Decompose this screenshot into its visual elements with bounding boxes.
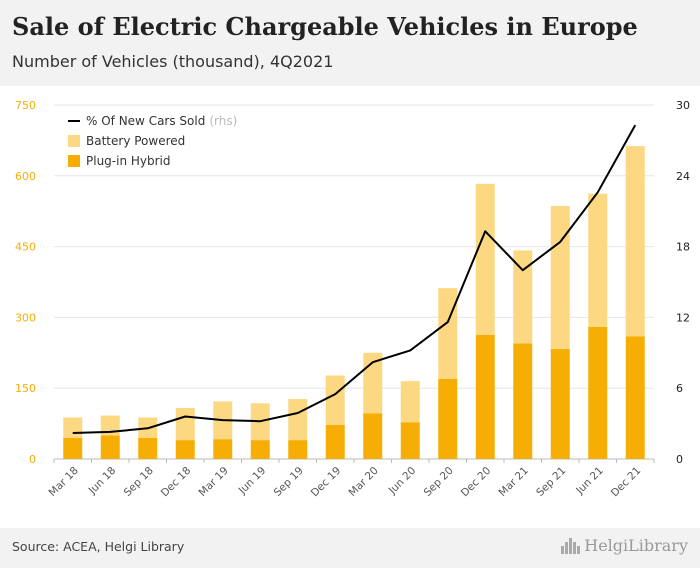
bar-hybrid [288, 440, 308, 459]
brand-name: HelgiLibrary [584, 536, 688, 555]
y-right-tick-label: 24 [676, 170, 690, 183]
y-left-tick-label: 300 [15, 311, 36, 324]
legend-rhs-note: (rhs) [209, 114, 238, 128]
footer-band: Source: ACEA, Helgi Library HelgiLibrary [0, 528, 700, 568]
y-right-tick-label: 12 [676, 311, 690, 324]
bar-battery [438, 288, 458, 379]
source-note: Source: ACEA, Helgi Library [12, 539, 185, 554]
legend-item-hybrid: Plug-in Hybrid [68, 151, 237, 171]
y-right-tick-label: 0 [676, 453, 683, 466]
x-tick-label: Sep 19 [272, 465, 306, 499]
x-tick-label: Dec 21 [609, 465, 644, 500]
legend-battery-label: Battery Powered [86, 134, 186, 148]
x-tick-label: Mar 21 [497, 465, 531, 499]
bar-hybrid [250, 440, 270, 459]
x-tick-label: Mar 18 [47, 465, 81, 499]
bar-battery [288, 399, 308, 441]
bar-hybrid [213, 439, 233, 459]
y-left-tick-label: 450 [15, 241, 36, 254]
x-tick-label: Jun 20 [386, 465, 419, 498]
y-right-tick-label: 6 [676, 382, 683, 395]
x-tick-label: Dec 18 [159, 465, 194, 500]
bar-battery [363, 352, 383, 414]
x-tick-label: Sep 21 [534, 465, 568, 499]
bar-hybrid [625, 336, 645, 459]
hybrid-swatch [68, 155, 80, 167]
legend-hybrid-label: Plug-in Hybrid [86, 154, 171, 168]
bar-battery [63, 417, 83, 438]
bar-battery [625, 146, 645, 337]
legend-item-share: % Of New Cars Sold (rhs) [68, 111, 237, 131]
x-tick-label: Jun 18 [86, 465, 119, 498]
y-left-tick-label: 750 [15, 99, 36, 112]
chart-title: Sale of Electric Chargeable Vehicles in … [12, 12, 638, 41]
bar-hybrid [100, 435, 120, 459]
bar-battery [550, 206, 570, 350]
x-tick-label: Sep 20 [422, 465, 456, 499]
bar-hybrid [550, 349, 570, 459]
legend: % Of New Cars Sold (rhs) Battery Powered… [68, 111, 237, 171]
bar-battery [475, 183, 495, 335]
y-right-tick-label: 18 [676, 241, 690, 254]
bar-hybrid [138, 437, 158, 459]
chart-subtitle: Number of Vehicles (thousand), 4Q2021 [12, 52, 334, 71]
brand-logo: HelgiLibrary [561, 536, 688, 555]
x-tick-label: Mar 19 [197, 465, 231, 499]
bar-battery [513, 250, 533, 344]
bar-hybrid [513, 343, 533, 459]
x-tick-label: Jun 19 [236, 465, 269, 498]
bar-battery [400, 381, 420, 423]
bar-hybrid [325, 425, 345, 459]
y-left-tick-label: 600 [15, 170, 36, 183]
x-tick-label: Jun 21 [573, 465, 606, 498]
legend-item-battery: Battery Powered [68, 131, 237, 151]
line-swatch [68, 120, 80, 122]
bar-hybrid [400, 422, 420, 459]
legend-line-label: % Of New Cars Sold [86, 114, 206, 128]
bar-hybrid [438, 378, 458, 459]
battery-swatch [68, 135, 80, 147]
bar-battery [325, 375, 345, 426]
library-icon [561, 537, 581, 554]
y-left-tick-label: 0 [29, 453, 36, 466]
bar-battery [588, 193, 608, 327]
bar-hybrid [475, 334, 495, 459]
x-tick-label: Dec 19 [309, 465, 344, 500]
bar-hybrid [175, 440, 195, 459]
share-line [72, 124, 637, 434]
bar-hybrid [363, 413, 383, 459]
y-left-tick-label: 150 [15, 382, 36, 395]
y-right-tick-label: 30 [676, 99, 690, 112]
x-tick-label: Mar 20 [347, 465, 381, 499]
bar-battery [175, 408, 195, 441]
x-tick-label: Sep 18 [122, 465, 156, 499]
header-band: Sale of Electric Chargeable Vehicles in … [0, 0, 700, 86]
bar-hybrid [588, 326, 608, 459]
x-tick-label: Dec 20 [459, 465, 494, 500]
bar-hybrid [63, 437, 83, 459]
